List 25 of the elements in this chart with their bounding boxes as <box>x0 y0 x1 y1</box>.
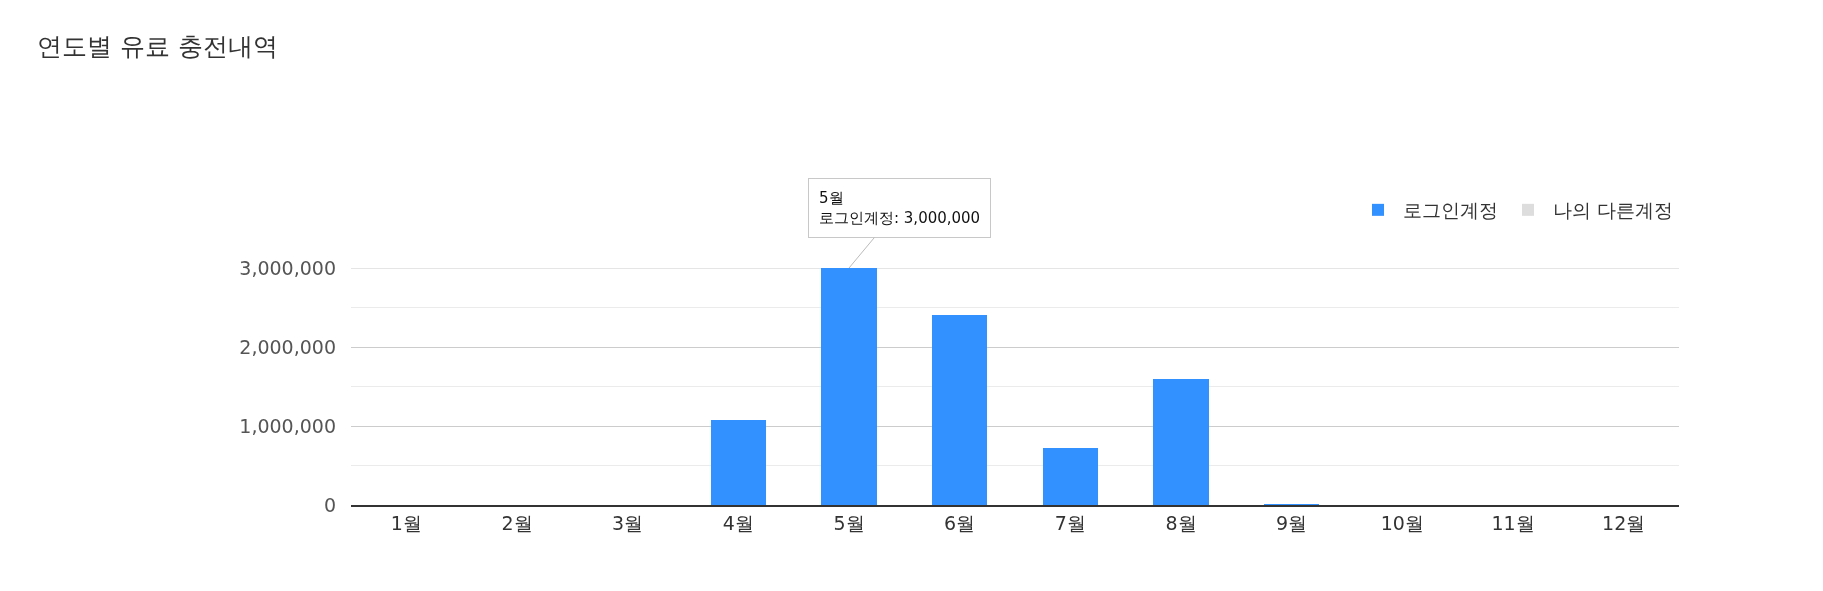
x-tick-label: 4월 <box>722 511 754 534</box>
bar <box>932 315 988 505</box>
y-tick-label: 2,000,000 <box>239 335 336 358</box>
y-tick-label: 0 <box>323 493 336 516</box>
x-tick-label: 7월 <box>1054 511 1086 534</box>
bar <box>1042 448 1098 505</box>
legend-label: 나의 다른계정 <box>1553 199 1674 222</box>
y-tick-label: 1,000,000 <box>239 414 336 437</box>
chart-title: 연도별 유료 충전내역 <box>37 31 278 61</box>
x-tick-label: 9월 <box>1276 511 1308 534</box>
x-tick-label: 8월 <box>1165 511 1197 534</box>
annotation: 5월 로그인계정: 3,000,000 <box>819 189 981 227</box>
bar <box>1153 379 1209 505</box>
bar <box>821 268 877 505</box>
legend-label: 로그인계정 <box>1403 199 1498 222</box>
x-tick-label: 5월 <box>833 511 865 534</box>
x-tick-label: 6월 <box>944 511 976 534</box>
x-tick-label: 10월 <box>1380 511 1424 534</box>
x-tick-label: 12월 <box>1602 511 1646 534</box>
x-tick-label: 11월 <box>1491 511 1535 534</box>
x-tick-label: 3월 <box>612 511 644 534</box>
y-tick-label: 3,000,000 <box>239 256 336 279</box>
x-tick-label: 1월 <box>390 511 422 534</box>
bar <box>710 419 766 505</box>
x-tick-label: 2월 <box>501 511 533 534</box>
